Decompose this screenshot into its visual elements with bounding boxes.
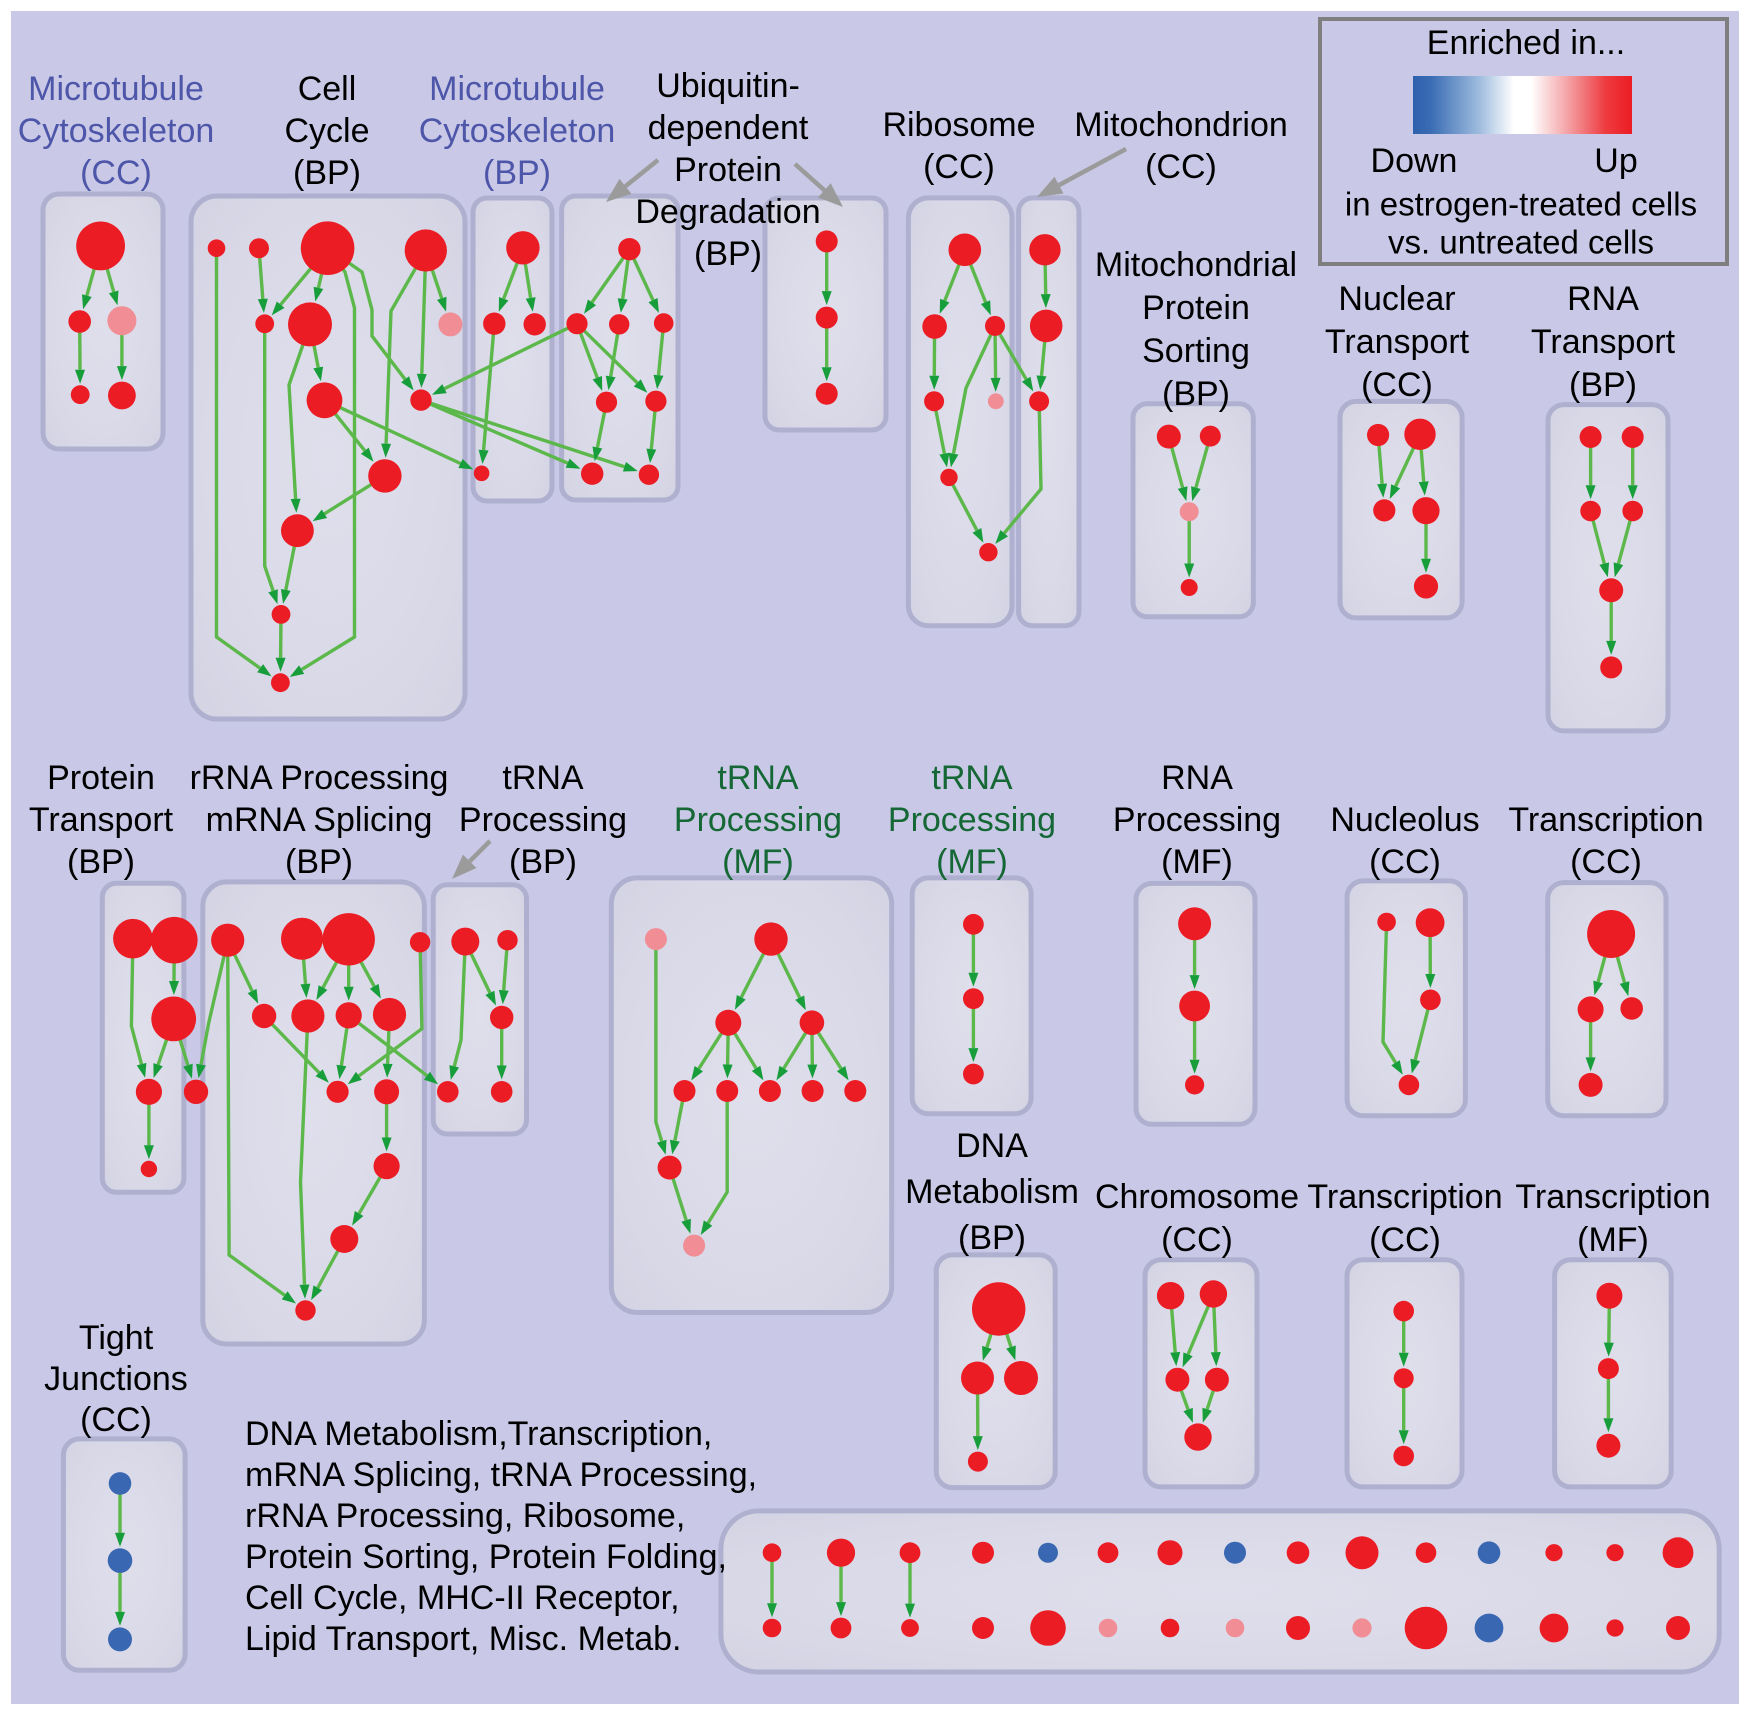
- svg-text:mRNA Splicing: mRNA Splicing: [206, 801, 433, 839]
- svg-text:Transcription: Transcription: [1515, 1178, 1710, 1216]
- svg-text:(CC): (CC): [1369, 1221, 1441, 1259]
- svg-text:in estrogen-treated cells: in estrogen-treated cells: [1345, 186, 1697, 223]
- svg-text:rRNA Processing: rRNA Processing: [190, 759, 449, 797]
- svg-text:(BP): (BP): [483, 154, 551, 192]
- svg-text:Protein: Protein: [674, 151, 782, 189]
- svg-text:(CC): (CC): [1361, 366, 1433, 404]
- svg-text:Transport: Transport: [1531, 323, 1676, 361]
- svg-text:Transport: Transport: [29, 801, 174, 839]
- svg-text:(MF): (MF): [1577, 1221, 1649, 1259]
- svg-text:(CC): (CC): [1145, 148, 1217, 186]
- svg-text:(BP): (BP): [285, 843, 353, 881]
- svg-text:Up: Up: [1594, 142, 1637, 180]
- svg-text:Protein: Protein: [47, 759, 155, 797]
- svg-text:Junctions: Junctions: [44, 1360, 188, 1398]
- svg-text:Microtubule: Microtubule: [28, 70, 204, 108]
- svg-text:Mitochondrial: Mitochondrial: [1095, 246, 1297, 284]
- svg-text:Enriched in...: Enriched in...: [1427, 24, 1625, 62]
- svg-text:rRNA Processing, Ribosome,: rRNA Processing, Ribosome,: [245, 1497, 685, 1535]
- svg-text:Nucleolus: Nucleolus: [1330, 801, 1479, 839]
- svg-text:Cytoskeleton: Cytoskeleton: [419, 112, 616, 150]
- svg-text:(MF): (MF): [722, 843, 794, 881]
- svg-text:Cell Cycle, MHC-II Receptor,: Cell Cycle, MHC-II Receptor,: [245, 1579, 680, 1617]
- svg-text:Cycle: Cycle: [284, 112, 369, 150]
- svg-text:Transport: Transport: [1325, 323, 1470, 361]
- svg-text:(MF): (MF): [1161, 843, 1233, 881]
- svg-text:Protein Sorting, Protein Foldi: Protein Sorting, Protein Folding,: [245, 1538, 727, 1576]
- svg-text:Processing: Processing: [459, 801, 627, 839]
- svg-text:Mitochondrion: Mitochondrion: [1074, 106, 1288, 144]
- svg-text:Processing: Processing: [888, 801, 1056, 839]
- svg-text:Chromosome: Chromosome: [1095, 1178, 1299, 1216]
- svg-text:Processing: Processing: [674, 801, 842, 839]
- svg-text:Ribosome: Ribosome: [882, 106, 1035, 144]
- svg-text:RNA: RNA: [1567, 280, 1639, 318]
- svg-text:vs. untreated cells: vs. untreated cells: [1388, 224, 1654, 261]
- svg-text:(BP): (BP): [67, 843, 135, 881]
- svg-text:Transcription: Transcription: [1508, 801, 1703, 839]
- svg-text:(CC): (CC): [1369, 843, 1441, 881]
- svg-text:tRNA: tRNA: [931, 759, 1013, 797]
- svg-text:dependent: dependent: [648, 109, 809, 147]
- svg-text:Tight: Tight: [79, 1319, 154, 1357]
- svg-text:Down: Down: [1371, 142, 1458, 180]
- svg-text:DNA: DNA: [956, 1127, 1028, 1165]
- svg-text:Nuclear: Nuclear: [1338, 280, 1455, 318]
- svg-text:Cytoskeleton: Cytoskeleton: [18, 112, 215, 150]
- svg-text:DNA Metabolism,Transcription,: DNA Metabolism,Transcription,: [245, 1415, 712, 1453]
- svg-text:(MF): (MF): [936, 843, 1008, 881]
- svg-text:Ubiquitin-: Ubiquitin-: [656, 67, 800, 105]
- svg-text:Lipid Transport, Misc. Metab.: Lipid Transport, Misc. Metab.: [245, 1620, 682, 1658]
- svg-text:Degradation: Degradation: [635, 193, 820, 231]
- svg-text:(BP): (BP): [509, 843, 577, 881]
- svg-text:Metabolism: Metabolism: [905, 1173, 1079, 1211]
- svg-text:(CC): (CC): [923, 148, 995, 186]
- svg-text:(CC): (CC): [80, 154, 152, 192]
- svg-text:tRNA: tRNA: [502, 759, 584, 797]
- svg-text:(BP): (BP): [1569, 366, 1637, 404]
- svg-text:(CC): (CC): [80, 1401, 152, 1439]
- svg-text:Microtubule: Microtubule: [429, 70, 605, 108]
- svg-text:RNA: RNA: [1161, 759, 1233, 797]
- svg-text:(CC): (CC): [1161, 1221, 1233, 1259]
- svg-text:(CC): (CC): [1570, 843, 1642, 881]
- svg-text:mRNA Splicing, tRNA Processing: mRNA Splicing, tRNA Processing,: [245, 1456, 757, 1494]
- svg-text:Transcription: Transcription: [1307, 1178, 1502, 1216]
- svg-text:tRNA: tRNA: [717, 759, 799, 797]
- svg-text:(BP): (BP): [1162, 375, 1230, 413]
- svg-text:Protein: Protein: [1142, 289, 1250, 327]
- svg-text:(BP): (BP): [694, 235, 762, 273]
- svg-text:Processing: Processing: [1113, 801, 1281, 839]
- svg-text:Cell: Cell: [298, 70, 357, 108]
- svg-text:(BP): (BP): [293, 154, 361, 192]
- svg-text:(BP): (BP): [958, 1219, 1026, 1257]
- svg-text:Sorting: Sorting: [1142, 332, 1250, 370]
